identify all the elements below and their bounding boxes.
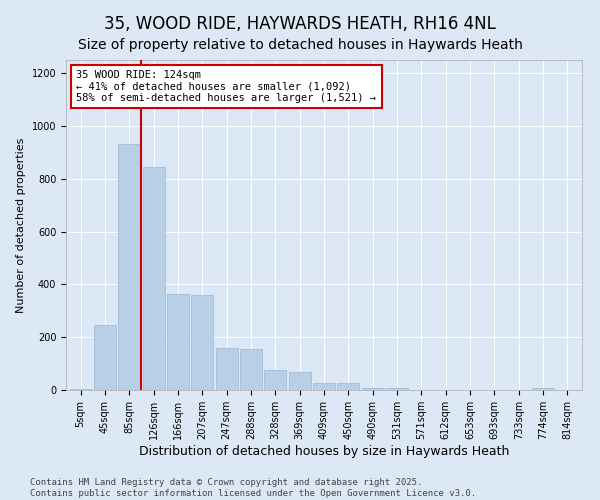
Y-axis label: Number of detached properties: Number of detached properties: [16, 138, 26, 312]
Bar: [167, 294, 189, 390]
Bar: [94, 324, 116, 390]
Text: Size of property relative to detached houses in Haywards Heath: Size of property relative to detached ho…: [77, 38, 523, 52]
Bar: [289, 372, 311, 390]
Bar: [70, 388, 92, 390]
Bar: [313, 382, 335, 390]
Bar: [532, 388, 554, 390]
Bar: [240, 349, 262, 390]
Bar: [118, 144, 140, 390]
X-axis label: Distribution of detached houses by size in Haywards Heath: Distribution of detached houses by size …: [139, 444, 509, 458]
Bar: [191, 295, 213, 390]
Text: 35 WOOD RIDE: 124sqm
← 41% of detached houses are smaller (1,092)
58% of semi-de: 35 WOOD RIDE: 124sqm ← 41% of detached h…: [76, 70, 376, 103]
Bar: [215, 348, 238, 390]
Bar: [337, 384, 359, 390]
Bar: [386, 388, 408, 390]
Text: 35, WOOD RIDE, HAYWARDS HEATH, RH16 4NL: 35, WOOD RIDE, HAYWARDS HEATH, RH16 4NL: [104, 15, 496, 33]
Bar: [265, 370, 286, 390]
Bar: [362, 388, 383, 390]
Text: Contains HM Land Registry data © Crown copyright and database right 2025.
Contai: Contains HM Land Registry data © Crown c…: [30, 478, 476, 498]
Bar: [143, 167, 164, 390]
